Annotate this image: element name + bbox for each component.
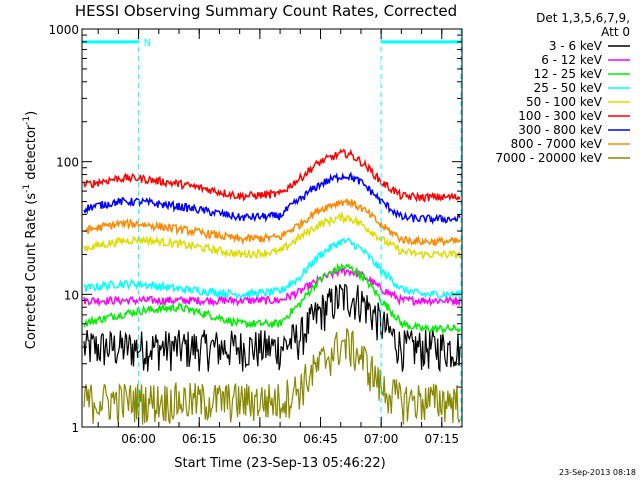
y-axis: 1 10 100 1000 [48, 23, 462, 435]
legend-label: 300 - 800 keV [518, 123, 602, 137]
legend-label: 50 - 100 keV [526, 95, 603, 109]
y-axis-label-mid: detector [24, 124, 39, 184]
x-axis: 06:00 06:15 06:30 06:45 07:00 07:15 [97, 29, 459, 446]
night-marker-layer: N [82, 29, 462, 427]
series-line [83, 327, 461, 425]
legend-label: 100 - 300 keV [518, 109, 602, 123]
timestamp: 23-Sep-2013 08:18 [559, 468, 636, 477]
x-tick-label: 07:15 [424, 432, 459, 446]
legend-label: 800 - 7000 keV [511, 137, 603, 151]
series-line [83, 198, 461, 247]
y-tick-label: 1 [71, 421, 79, 435]
y-tick-label: 10 [64, 288, 79, 302]
series-line [83, 148, 461, 203]
y-axis-label-main: Corrected Count Rate (s [24, 193, 39, 350]
x-tick-label: 06:30 [243, 432, 278, 446]
legend-label: 12 - 25 keV [534, 67, 603, 81]
x-tick-label: 07:00 [364, 432, 399, 446]
series-line [83, 171, 461, 225]
series-line [83, 266, 461, 308]
legend-header-line-2: Att 0 [601, 25, 630, 39]
series-line [83, 283, 461, 373]
plot-frame [81, 28, 463, 428]
legend-label: 7000 - 20000 keV [495, 151, 602, 165]
series-line [83, 237, 461, 300]
series-line [83, 211, 461, 260]
y-axis-label-sup2: -1 [22, 116, 32, 125]
chart-title: HESSI Observing Summary Count Rates, Cor… [75, 2, 457, 20]
legend-label: 6 - 12 keV [541, 53, 603, 67]
series-layer [83, 148, 461, 425]
x-tick-label: 06:15 [182, 432, 217, 446]
x-axis-label: Start Time (23-Sep-13 05:46:22) [174, 456, 385, 471]
x-tick-label: 06:00 [121, 432, 156, 446]
y-tick-label: 100 [56, 156, 79, 170]
night-marker-label: N [144, 38, 151, 49]
y-tick-label: 1000 [48, 23, 79, 37]
legend-label: 3 - 6 keV [549, 39, 603, 53]
legend-header-line-1: Det 1,3,5,6,7,9, [536, 11, 630, 25]
y-axis-label-sup1: -1 [22, 184, 32, 193]
legend-label: 25 - 50 keV [534, 81, 603, 95]
series-line [83, 262, 461, 335]
y-axis-label: Corrected Count Rate (s-1 detector-1) [22, 111, 39, 349]
y-axis-label-end: ) [24, 111, 39, 116]
x-tick-label: 06:45 [303, 432, 338, 446]
